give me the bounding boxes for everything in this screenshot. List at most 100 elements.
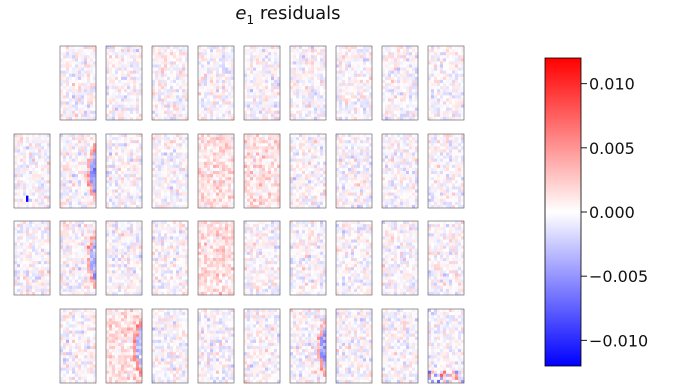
residual-cell: [136, 83, 140, 87]
residual-cell: [207, 67, 211, 71]
residual-cell: [115, 61, 119, 65]
residual-cell: [78, 158, 82, 163]
residual-cell: [449, 113, 453, 118]
residual-cell: [443, 49, 447, 53]
residual-cell: [351, 158, 355, 163]
residual-cell: [170, 113, 174, 118]
residual-cell: [231, 107, 235, 112]
residual-cell: [155, 64, 159, 68]
residual-cell: [250, 149, 254, 153]
residual-cell: [106, 171, 110, 175]
residual-cell: [198, 140, 202, 144]
residual-cell: [345, 61, 349, 65]
residual-cell: [93, 174, 97, 178]
residual-cell: [388, 140, 392, 144]
residual-cell: [216, 79, 220, 84]
residual-cell: [216, 83, 220, 87]
residual-cell: [274, 110, 278, 115]
residual-cell: [121, 155, 125, 159]
residual-cell: [250, 61, 254, 65]
residual-cell: [112, 92, 116, 96]
residual-cell: [207, 167, 211, 172]
residual-cell: [167, 140, 171, 144]
residual-cell: [366, 64, 370, 68]
residual-cell: [231, 64, 235, 68]
residual-cell: [29, 161, 33, 166]
residual-cell: [434, 58, 438, 62]
residual-cell: [348, 95, 352, 99]
residual-cell: [127, 201, 131, 206]
residual-cell: [305, 110, 309, 115]
residual-cell: [17, 177, 21, 181]
residual-cell: [182, 55, 186, 59]
residual-cell: [339, 143, 343, 147]
residual-cell: [136, 113, 140, 118]
residual-cell: [369, 92, 373, 96]
residual-cell: [302, 195, 306, 200]
residual-cell: [308, 158, 312, 163]
residual-cell: [112, 61, 116, 65]
residual-cell: [256, 186, 260, 190]
residual-cell: [305, 143, 309, 147]
ccd-panel-r0c5: [289, 45, 327, 121]
residual-cell: [348, 46, 352, 50]
residual-cell: [127, 137, 131, 141]
residual-cell: [262, 186, 266, 190]
residual-cell: [271, 98, 275, 102]
residual-cell: [81, 186, 85, 190]
residual-cell: [152, 152, 156, 156]
residual-cell: [198, 174, 202, 178]
residual-cell: [311, 161, 315, 166]
residual-cell: [360, 52, 364, 56]
residual-cell: [382, 55, 386, 59]
residual-cell: [348, 189, 352, 193]
residual-cell: [336, 92, 340, 96]
residual-cell: [78, 98, 82, 102]
residual-cell: [299, 155, 303, 159]
residual-cell: [244, 55, 248, 59]
residual-cell: [437, 101, 441, 105]
residual-cell: [93, 152, 97, 156]
residual-cell: [44, 152, 48, 156]
residual-cell: [250, 113, 254, 118]
residual-cell: [185, 174, 189, 178]
residual-cell: [314, 155, 318, 159]
residual-cell: [262, 110, 266, 115]
residual-cell: [317, 70, 321, 75]
residual-cell: [81, 177, 85, 181]
residual-cell: [75, 70, 79, 75]
residual-cell: [72, 189, 76, 193]
residual-cell: [127, 116, 131, 121]
residual-cell: [274, 137, 278, 141]
residual-cell: [124, 58, 128, 62]
residual-cell: [311, 52, 315, 56]
residual-cell: [133, 143, 137, 147]
residual-cell: [29, 158, 33, 163]
residual-cell: [207, 86, 211, 90]
residual-cell: [253, 189, 257, 193]
residual-cell: [228, 198, 232, 203]
residual-cell: [26, 155, 30, 159]
residual-cell: [253, 161, 257, 166]
residual-cell: [115, 143, 119, 147]
residual-cell: [152, 146, 156, 150]
residual-cell: [431, 58, 435, 62]
residual-cell: [69, 146, 73, 150]
residual-cell: [360, 195, 364, 200]
residual-cell: [262, 174, 266, 178]
residual-cell: [244, 198, 248, 203]
residual-cell: [198, 201, 202, 206]
residual-cell: [29, 180, 33, 184]
residual-cell: [222, 140, 226, 144]
residual-cell: [41, 167, 45, 172]
residual-cell: [345, 180, 349, 184]
residual-cell: [127, 76, 131, 81]
residual-cell: [216, 195, 220, 200]
residual-cell: [44, 192, 48, 196]
residual-cell: [124, 55, 128, 59]
residual-cell: [90, 198, 94, 203]
residual-cell: [342, 92, 346, 96]
residual-cell: [161, 104, 165, 108]
residual-cell: [179, 73, 183, 78]
residual-cell: [155, 52, 159, 56]
